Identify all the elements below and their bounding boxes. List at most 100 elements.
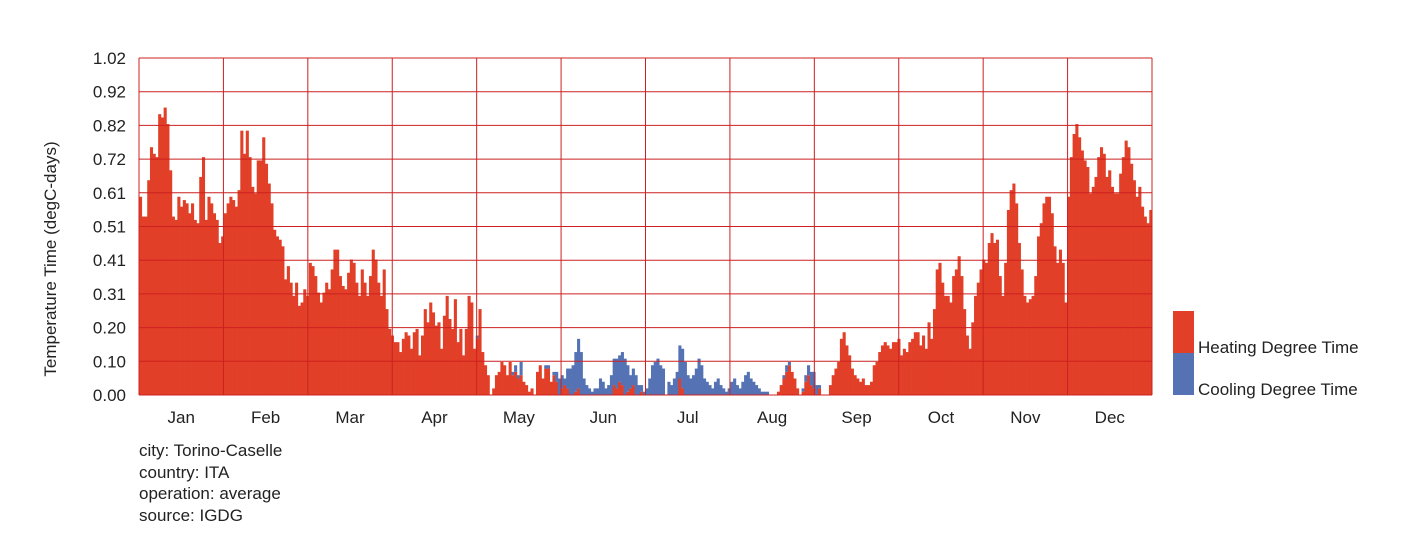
bar-heating (839, 338, 843, 395)
bar-heating (199, 176, 203, 395)
y-tick-label: 0.20 (93, 319, 126, 338)
bar-heating (445, 295, 449, 395)
bar-heating (1132, 180, 1136, 395)
bar-heating (210, 203, 214, 395)
bar-heating (177, 196, 181, 395)
bar-heating (347, 272, 351, 395)
bar-heating (212, 213, 217, 395)
bar-cooling (755, 385, 759, 395)
bar-heating (943, 295, 948, 395)
bar-heating (971, 322, 975, 395)
bar-cooling (596, 388, 600, 395)
bar-heating (462, 355, 466, 395)
bar-heating (508, 361, 512, 395)
bar-cooling (579, 352, 583, 395)
y-tick-label: 0.10 (93, 352, 126, 371)
bar-heating (314, 276, 318, 395)
bar-heating (1037, 236, 1041, 395)
bar-heating (196, 223, 200, 395)
bar-cooling (609, 375, 613, 395)
bar-cooling (741, 381, 745, 395)
info-operation: operation: average (139, 484, 281, 503)
bar-heating (166, 124, 170, 395)
bar-cooling (727, 388, 731, 395)
bar-heating (911, 338, 915, 395)
bar-heating (308, 262, 312, 395)
x-tick-label: Nov (1010, 408, 1041, 427)
bar-heating (577, 388, 581, 395)
bar-heating (1094, 176, 1098, 395)
bar-heating (976, 282, 980, 395)
bar-heating (204, 219, 208, 395)
bar-heating (1009, 190, 1013, 395)
bar-cooling (618, 355, 622, 382)
bar-heating (864, 385, 868, 395)
bar-heating (330, 269, 334, 395)
bar-cooling (700, 365, 704, 395)
bar-heating (505, 375, 509, 395)
bar-cooling (711, 388, 715, 395)
bar-heating (678, 378, 682, 395)
bar-heating (785, 371, 789, 395)
bar-heating (916, 332, 920, 395)
bar-heating (968, 348, 972, 395)
bar-cooling (588, 388, 592, 395)
bar-heating (503, 365, 507, 395)
bar-heating (393, 342, 397, 395)
bar-heating (264, 163, 269, 395)
bar-cooling (620, 352, 624, 386)
bar-heating (270, 203, 274, 395)
bar-heating (333, 249, 337, 395)
bar-heating (527, 391, 531, 395)
bar-heating (464, 328, 468, 395)
bar-heating (886, 345, 890, 395)
bar-heating (1124, 140, 1128, 395)
bar-heating (801, 391, 805, 395)
bar-heating (859, 381, 863, 395)
bar-cooling (689, 378, 693, 395)
bar-cooling (675, 371, 679, 395)
bar-heating (149, 147, 154, 395)
bar-heating (221, 236, 225, 395)
legend-label-cooling: Cooling Degree Time (1198, 380, 1358, 399)
bar-heating (853, 375, 857, 395)
bar-heating (382, 269, 386, 395)
bar-heating (963, 309, 967, 395)
bar-heating (1127, 147, 1131, 395)
bar-heating (229, 196, 233, 395)
bar-cooling (744, 375, 748, 395)
bar-heating (965, 335, 969, 395)
bar-cooling (604, 388, 608, 395)
bar-heating (234, 206, 238, 395)
bar-heating (546, 368, 551, 395)
bar-cooling (629, 375, 633, 389)
bar-heating (336, 249, 340, 395)
bar-heating (273, 229, 277, 395)
y-tick-label: 0.82 (93, 116, 126, 135)
bar-cooling (804, 375, 808, 382)
bar-cooling (694, 368, 698, 395)
bar-heating (631, 385, 635, 395)
bar-heating (1015, 203, 1019, 395)
bar-heating (188, 213, 192, 395)
bar-cooling (763, 391, 767, 395)
bar-heating (358, 295, 362, 395)
x-tick-label: Oct (928, 408, 955, 427)
bar-heating (555, 381, 559, 395)
x-tick-label: May (503, 408, 536, 427)
bar-cooling (661, 368, 666, 395)
bar-cooling (801, 388, 805, 392)
x-tick-label: Jun (590, 408, 617, 427)
y-tick-label: 0.72 (93, 150, 126, 169)
bar-heating (404, 332, 408, 395)
bar-heating (492, 388, 496, 395)
bar-heating (1023, 295, 1027, 395)
bar-heating (418, 355, 422, 395)
bar-heating (927, 322, 931, 395)
bar-heating (1086, 167, 1090, 395)
x-tick-label: Dec (1095, 408, 1126, 427)
x-tick-label: Feb (251, 408, 280, 427)
bar-cooling (692, 375, 696, 395)
bar-heating (511, 375, 515, 395)
bar-heating (1020, 269, 1024, 395)
